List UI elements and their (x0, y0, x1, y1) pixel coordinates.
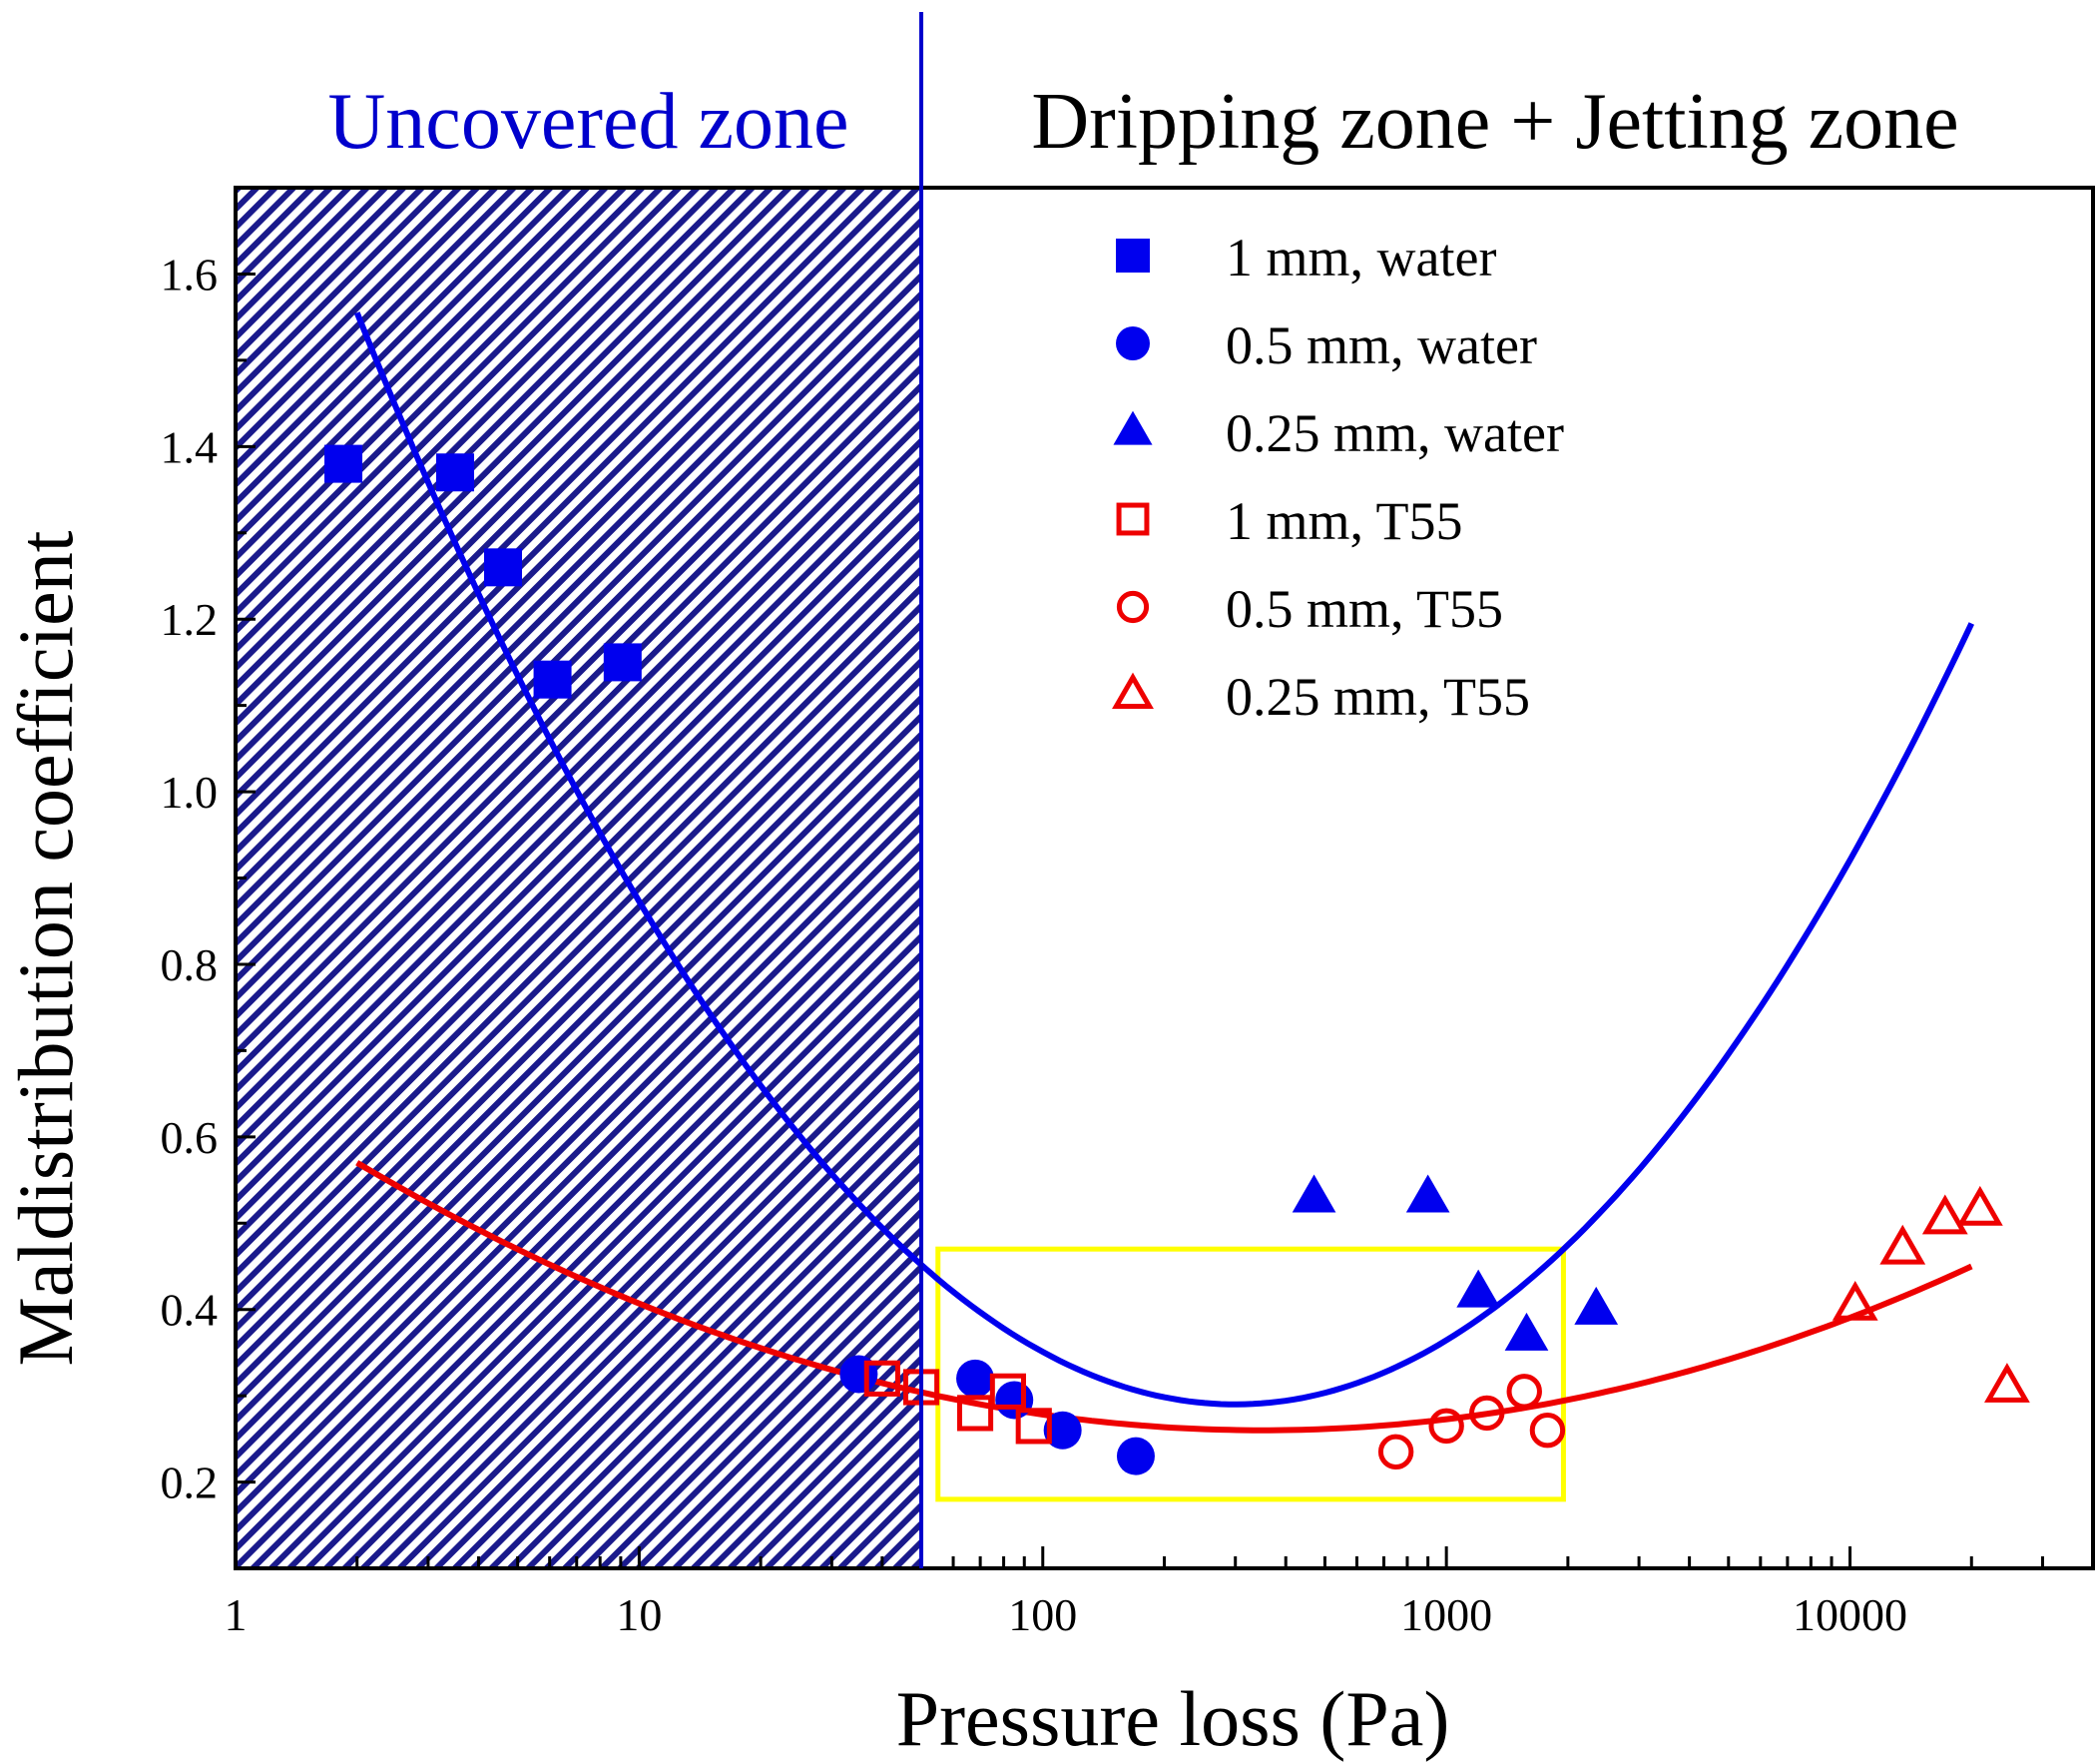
data-point (1456, 1269, 1501, 1308)
legend-label: 1 mm, T55 (1226, 491, 1463, 551)
uncovered-zone-title: Uncovered zone (328, 78, 849, 166)
x-axis-title: Pressure loss (Pa) (896, 1675, 1450, 1762)
y-tick-label: 1.4 (161, 421, 219, 472)
data-point (1428, 1408, 1464, 1445)
legend-marker (1116, 502, 1150, 536)
t55-fit-curve (355, 1160, 1973, 1434)
y-tick-label: 0.4 (161, 1285, 219, 1336)
data-point (1292, 1174, 1336, 1213)
data-point (1956, 1185, 2003, 1226)
y-tick-label: 0.6 (161, 1112, 219, 1163)
data-point (1574, 1286, 1619, 1325)
y-tick-label: 1.0 (161, 767, 219, 818)
data-point (1405, 1174, 1450, 1213)
data-point (1921, 1194, 1968, 1235)
data-point (324, 444, 363, 483)
data-point (436, 453, 475, 492)
x-tick-label: 1 (225, 1589, 248, 1640)
data-point (1116, 1437, 1155, 1475)
data-point (995, 1381, 1034, 1420)
data-point (1015, 1408, 1052, 1445)
legend-label: 1 mm, water (1226, 228, 1496, 288)
data-point (956, 1395, 994, 1432)
y-tick-label: 1.6 (161, 249, 219, 299)
data-point (989, 1373, 1026, 1410)
y-tick-label: 0.2 (161, 1458, 219, 1508)
y-tick-label: 0.8 (161, 939, 219, 990)
x-tick-label: 1000 (1400, 1589, 1492, 1640)
data-point (1529, 1413, 1566, 1449)
data-point (1504, 1312, 1549, 1351)
legend-label: 0.5 mm, water (1226, 315, 1537, 375)
uncovered-zone-hatch (236, 188, 922, 1568)
legend-marker (1113, 410, 1153, 445)
x-tick-label: 10 (616, 1589, 662, 1640)
dripping-jetting-zone-title: Dripping zone + Jetting zone (1031, 78, 1958, 166)
legend-label: 0.25 mm, water (1226, 403, 1564, 463)
water-fit-curve (353, 311, 1975, 1408)
data-point (533, 660, 572, 699)
legend-marker (1116, 590, 1150, 624)
legend-marker (1112, 672, 1154, 710)
data-point (1377, 1434, 1414, 1470)
data-point (1506, 1374, 1542, 1410)
legend-label: 0.5 mm, T55 (1226, 579, 1503, 639)
data-point (863, 1360, 900, 1397)
legend-marker (1116, 326, 1150, 360)
data-point (1469, 1395, 1505, 1432)
y-tick-label: 1.2 (161, 594, 219, 645)
legend-marker (1116, 239, 1150, 273)
y-axis-title: Maldistribution coefficient (2, 530, 89, 1366)
legend-label: 0.25 mm, T55 (1226, 667, 1530, 727)
data-point (956, 1359, 995, 1398)
data-point (1879, 1224, 1926, 1265)
data-point (603, 643, 642, 682)
data-point (1043, 1411, 1082, 1450)
data-point (1832, 1280, 1878, 1321)
data-point (484, 548, 523, 587)
data-point (1984, 1363, 2030, 1403)
x-tick-label: 100 (1008, 1589, 1077, 1640)
x-tick-label: 10000 (1793, 1589, 1907, 1640)
